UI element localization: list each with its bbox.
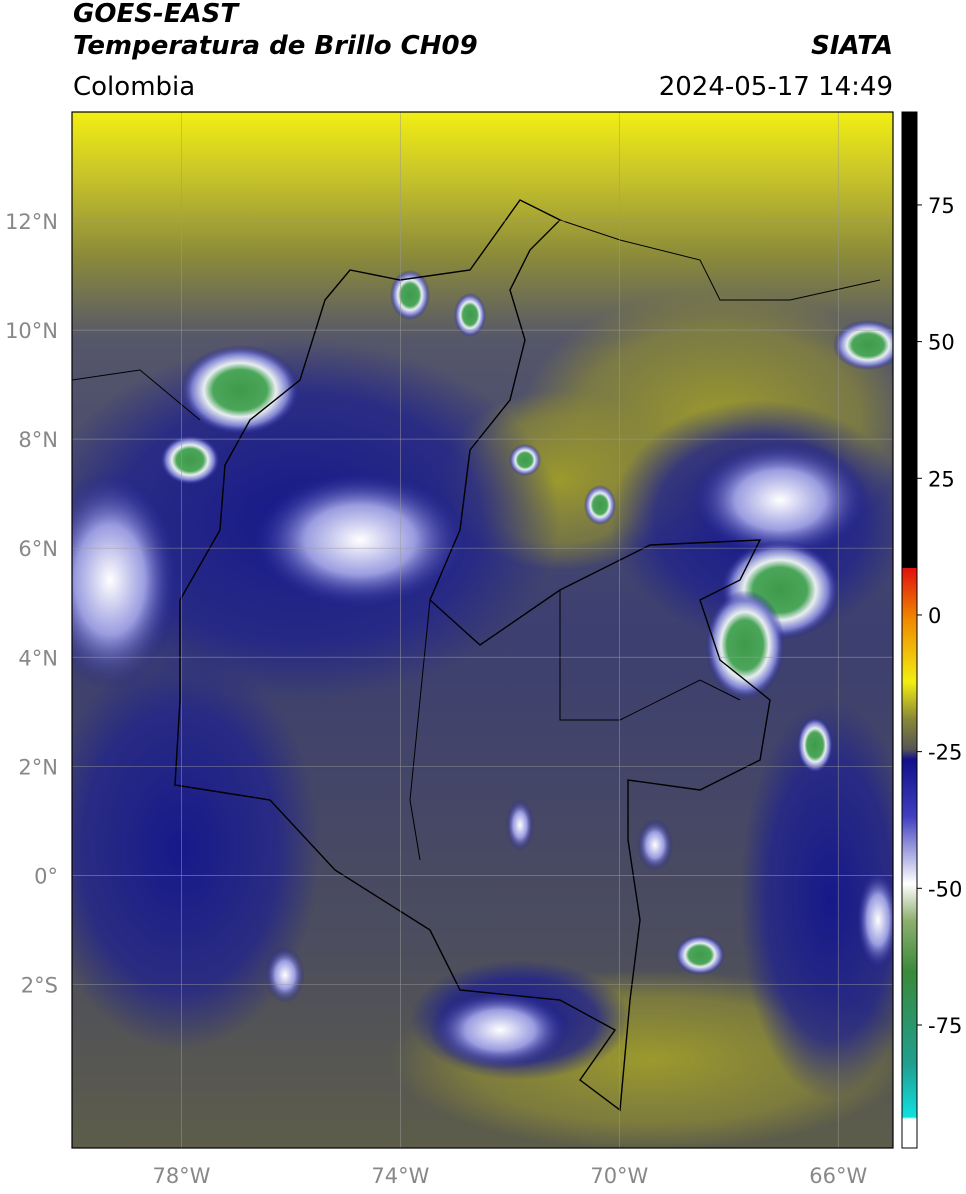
timestamp: 2024-05-17 14:49	[659, 72, 893, 102]
lat-tick-label: 10°N	[5, 319, 58, 343]
colorbar-tick-label: -25	[928, 741, 962, 765]
lat-tick-label: 0°	[34, 864, 58, 888]
lat-tick-label: 4°N	[18, 646, 58, 670]
region: Colombia	[73, 72, 195, 102]
colorbar-tick-label: 75	[928, 194, 955, 218]
satellite-image	[72, 112, 893, 1148]
colorbar-tick-label: 25	[928, 467, 955, 491]
lon-tick-label: 66°W	[809, 1164, 867, 1188]
colorbar-tick-label: 0	[928, 604, 941, 628]
lon-tick-label: 70°W	[590, 1164, 648, 1188]
lat-tick-label: 2°N	[18, 755, 58, 779]
colorbar	[901, 111, 918, 1149]
lat-tick-label: 8°N	[18, 428, 58, 452]
lat-tick-label: 2°S	[21, 973, 58, 997]
lat-tick-label: 12°N	[5, 210, 58, 234]
lon-tick-label: 74°W	[371, 1164, 429, 1188]
graticule	[72, 112, 893, 1148]
colorbar-tick-label: -50	[928, 877, 962, 901]
source: SIATA	[811, 31, 893, 61]
lat-tick-label: 6°N	[18, 537, 58, 561]
title: GOES-EAST	[73, 0, 240, 29]
map-frame	[71, 111, 894, 1149]
subtitle: Temperatura de Brillo CH09	[73, 31, 478, 61]
colorbar-tick-label: -75	[928, 1014, 962, 1038]
colorbar-tick-label: 50	[928, 331, 955, 355]
lon-tick-label: 78°W	[152, 1164, 210, 1188]
